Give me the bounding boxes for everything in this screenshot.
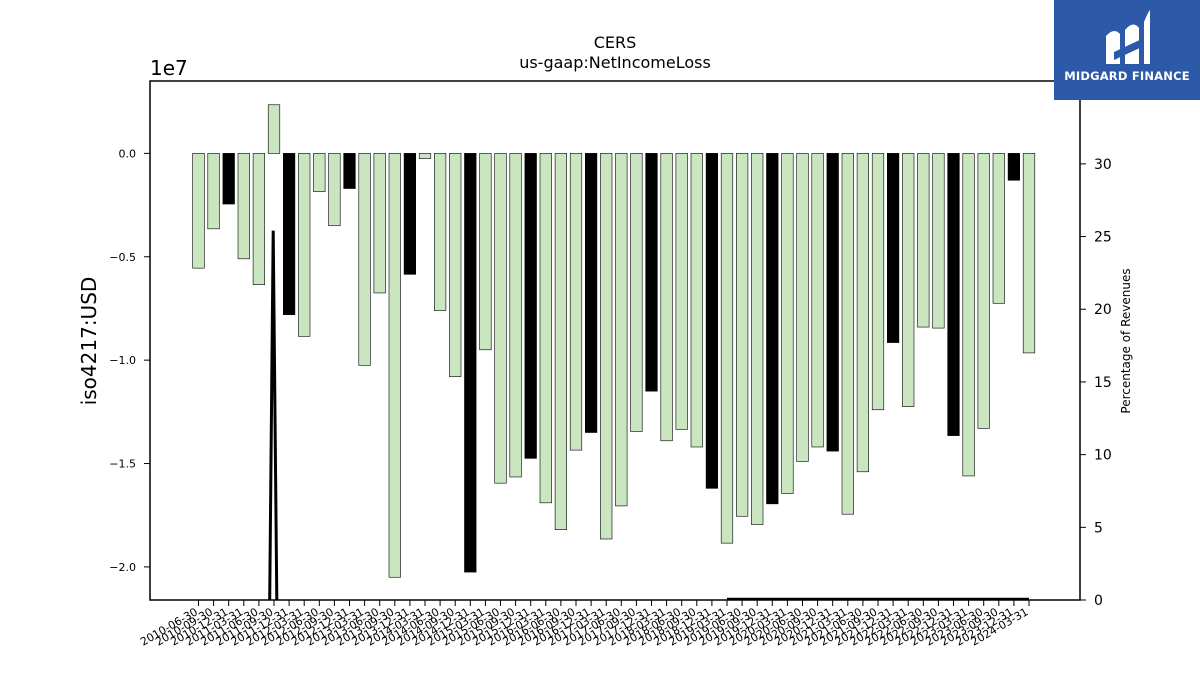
bar-2013-03-31 bbox=[358, 153, 371, 366]
bar-2020-09-30 bbox=[811, 153, 824, 448]
y2-axis-label: Percentage of Revenues bbox=[1119, 268, 1133, 413]
bar-2020-06-30 bbox=[796, 153, 809, 462]
bar-2015-03-31 bbox=[479, 153, 492, 351]
bar-2014-09-30 bbox=[449, 153, 462, 377]
bar-2019-03-31 bbox=[720, 153, 734, 544]
bar-2013-06-30 bbox=[373, 153, 386, 294]
bar-2017-03-31 bbox=[600, 153, 613, 540]
y-tick-label: −0.5 bbox=[109, 251, 136, 264]
y-tick-label: −1.5 bbox=[109, 458, 136, 471]
bar-2016-12-31 bbox=[584, 153, 598, 433]
bar-2016-06-30 bbox=[554, 153, 567, 530]
bar-2011-03-31 bbox=[237, 153, 250, 260]
bar-2016-03-31 bbox=[539, 153, 552, 504]
bar-2017-12-31 bbox=[645, 153, 658, 392]
plot-frame bbox=[149, 80, 1081, 601]
bar-2022-12-31 bbox=[947, 153, 960, 436]
bar-2021-12-31 bbox=[886, 153, 900, 343]
bar-2017-09-30 bbox=[630, 153, 643, 432]
bar-2023-03-31 bbox=[962, 153, 975, 477]
bar-2022-09-30 bbox=[932, 153, 945, 329]
brand-logo: MIDGARD FINANCE bbox=[1054, 0, 1200, 100]
bar-2010-09-30 bbox=[207, 153, 220, 230]
bar-2022-06-30 bbox=[917, 153, 930, 328]
bar-2018-12-31 bbox=[705, 153, 718, 489]
y-tick-label: 0.0 bbox=[119, 147, 137, 160]
bar-2021-09-30 bbox=[871, 153, 885, 411]
bar-2023-12-31 bbox=[1007, 153, 1020, 181]
chart-title: CERS bbox=[594, 33, 637, 52]
bar-2012-12-31 bbox=[343, 153, 356, 189]
bar-2023-06-30 bbox=[977, 153, 990, 429]
bar-2023-09-30 bbox=[992, 153, 1005, 304]
y-axis-ticks: 0.0 −0.5 −1.0 −1.5 −2.0 bbox=[109, 147, 150, 574]
y2-tick-label: 15 bbox=[1094, 375, 1112, 391]
brand-name: MIDGARD FINANCE bbox=[1064, 69, 1190, 83]
percentage-line-series bbox=[268, 230, 1029, 601]
bar-2011-06-30 bbox=[252, 153, 266, 285]
bar-2018-06-30 bbox=[675, 153, 688, 430]
y-axis-label: iso4217:USD bbox=[77, 277, 101, 406]
bar-2012-06-30 bbox=[313, 153, 326, 192]
bar-2011-09-30 bbox=[267, 104, 281, 154]
bar-2013-09-30 bbox=[388, 153, 401, 578]
bar-2012-03-31 bbox=[298, 153, 311, 337]
bar-2014-03-31 bbox=[418, 153, 432, 159]
bar-2019-09-30 bbox=[751, 153, 764, 525]
chart-subtitle: us-gaap:NetIncomeLoss bbox=[519, 53, 711, 72]
bar-2022-03-31 bbox=[902, 153, 915, 407]
bar-2013-12-31 bbox=[403, 153, 417, 275]
bar-2016-09-30 bbox=[569, 153, 583, 451]
bar-2021-03-31 bbox=[841, 153, 854, 515]
y2-tick-label: 10 bbox=[1094, 448, 1112, 464]
x-axis-ticks: 2010-06-302010-09-302010-12-312011-03-31… bbox=[138, 600, 1031, 649]
bar-2014-06-30 bbox=[433, 153, 447, 311]
bar-2014-12-31 bbox=[464, 153, 477, 573]
bar-2019-12-31 bbox=[766, 153, 779, 505]
bar-2024-03-31 bbox=[1022, 153, 1036, 354]
midgard-m-logo-icon bbox=[1106, 10, 1150, 65]
bar-2019-06-30 bbox=[735, 153, 749, 517]
bar-2015-09-30 bbox=[509, 153, 522, 478]
y-tick-label: −2.0 bbox=[109, 561, 136, 574]
y2-tick-label: 30 bbox=[1094, 157, 1112, 173]
bar-2020-12-31 bbox=[826, 153, 839, 452]
bar-2010-12-31 bbox=[222, 153, 235, 205]
y2-axis-ticks: 05101520253035 bbox=[1080, 84, 1112, 609]
y2-tick-label: 5 bbox=[1094, 520, 1103, 536]
bar-2020-03-31 bbox=[781, 153, 794, 494]
bar-2018-09-30 bbox=[690, 153, 703, 448]
bar-2011-12-31 bbox=[282, 153, 296, 315]
bar-series bbox=[192, 104, 1036, 578]
bar-2015-06-30 bbox=[494, 153, 507, 484]
bar-2015-12-31 bbox=[524, 153, 537, 459]
y2-tick-label: 0 bbox=[1094, 593, 1103, 609]
y2-tick-label: 20 bbox=[1094, 302, 1112, 318]
bar-2017-06-30 bbox=[615, 153, 628, 507]
bar-2010-06-30 bbox=[192, 153, 205, 269]
y-axis-multiplier: 1e7 bbox=[150, 56, 188, 80]
y-tick-label: −1.0 bbox=[109, 354, 136, 367]
bar-2012-09-30 bbox=[328, 153, 341, 227]
percentage-line-spike bbox=[268, 230, 279, 600]
y2-tick-label: 25 bbox=[1094, 230, 1112, 246]
bar-2018-03-31 bbox=[660, 153, 673, 442]
bar-2021-06-30 bbox=[856, 153, 869, 473]
